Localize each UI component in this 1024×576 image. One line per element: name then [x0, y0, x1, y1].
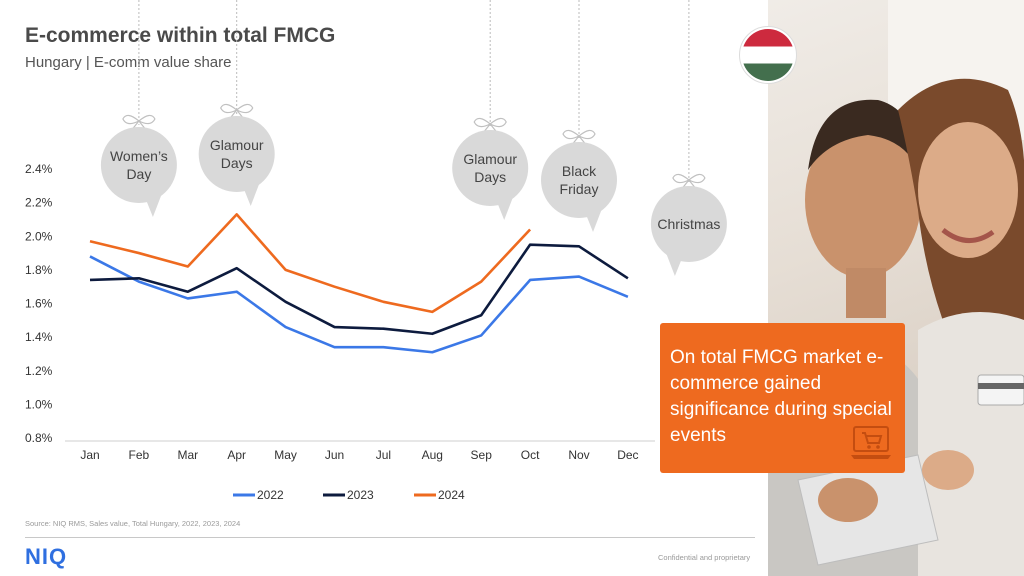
- x-tick-label: May: [274, 448, 297, 462]
- niq-logo: NIQ: [25, 544, 68, 569]
- y-tick-label: 1.2%: [25, 364, 53, 378]
- x-tick-label: Nov: [568, 448, 589, 462]
- annotation-bubble-tail: [496, 194, 515, 220]
- annotation-bubble-tail: [664, 250, 683, 276]
- legend-label-2022: 2022: [257, 488, 284, 502]
- annotation-label: Black: [562, 163, 597, 179]
- footer-divider: [25, 537, 755, 538]
- annotation-bubble-tail: [585, 206, 603, 232]
- annotation-label: Friday: [560, 181, 599, 197]
- annotation-bubble: [452, 130, 529, 206]
- x-tick-label: Apr: [227, 448, 246, 462]
- chart-subtitle: Hungary | E-comm value share: [25, 54, 232, 71]
- legend-label-2023: 2023: [347, 488, 374, 502]
- annotation-bubble-tail: [144, 191, 163, 217]
- confidential-note: Confidential and proprietary: [658, 553, 751, 562]
- annotation-label: Glamour: [463, 151, 517, 167]
- y-tick-label: 1.8%: [25, 263, 53, 277]
- annotation-bubble: [541, 142, 617, 218]
- chart-title: E-commerce within total FMCG: [25, 24, 336, 47]
- x-tick-label: Jul: [376, 448, 391, 462]
- annotation-label: Days: [221, 155, 253, 171]
- legend-label-2024: 2024: [438, 488, 465, 502]
- series-line-2022: [89, 255, 629, 354]
- source-note: Source: NIQ RMS, Sales value, Total Hung…: [25, 519, 241, 528]
- line-chart: Women’s Day Glamour Days Glamour Days Black Fri…: [25, 0, 727, 502]
- x-tick-label: Sep: [471, 448, 493, 462]
- y-tick-label: 2.0%: [25, 229, 53, 243]
- annotation-label: Christmas: [657, 216, 720, 232]
- series-line-2023: [89, 243, 629, 336]
- annotation-bubble: [198, 116, 275, 192]
- x-tick-label: Jan: [80, 448, 99, 462]
- hungary-flag-icon: [739, 26, 797, 84]
- x-tick-label: Mar: [177, 448, 198, 462]
- laptop-cart-icon: [851, 426, 891, 459]
- y-tick-label: 0.8%: [25, 431, 53, 445]
- x-tick-label: Aug: [422, 448, 443, 462]
- y-tick-label: 1.4%: [25, 330, 53, 344]
- x-tick-label: Jun: [325, 448, 344, 462]
- y-tick-label: 2.4%: [25, 162, 53, 176]
- y-tick-label: 1.0%: [25, 397, 53, 411]
- annotation-label: Day: [126, 166, 151, 182]
- annotation-bubble: [100, 127, 177, 203]
- annotation-bubble: [650, 186, 727, 262]
- callout-text: On total FMCG market e-commerce gained s…: [670, 347, 892, 446]
- y-tick-label: 1.6%: [25, 297, 53, 311]
- annotation-label: Glamour: [210, 137, 264, 153]
- x-tick-label: Oct: [521, 448, 540, 462]
- insight-callout: On total FMCG market e-commerce gained s…: [660, 323, 905, 473]
- annotation-label: Days: [474, 169, 506, 185]
- y-tick-label: 2.2%: [25, 196, 53, 210]
- series-line-2024: [89, 213, 532, 314]
- annotation-bubble-tail: [242, 180, 261, 206]
- annotation-label: Women’s: [110, 148, 168, 164]
- x-tick-label: Feb: [129, 448, 150, 462]
- x-tick-label: Dec: [617, 448, 638, 462]
- couple-photo: [768, 0, 1024, 576]
